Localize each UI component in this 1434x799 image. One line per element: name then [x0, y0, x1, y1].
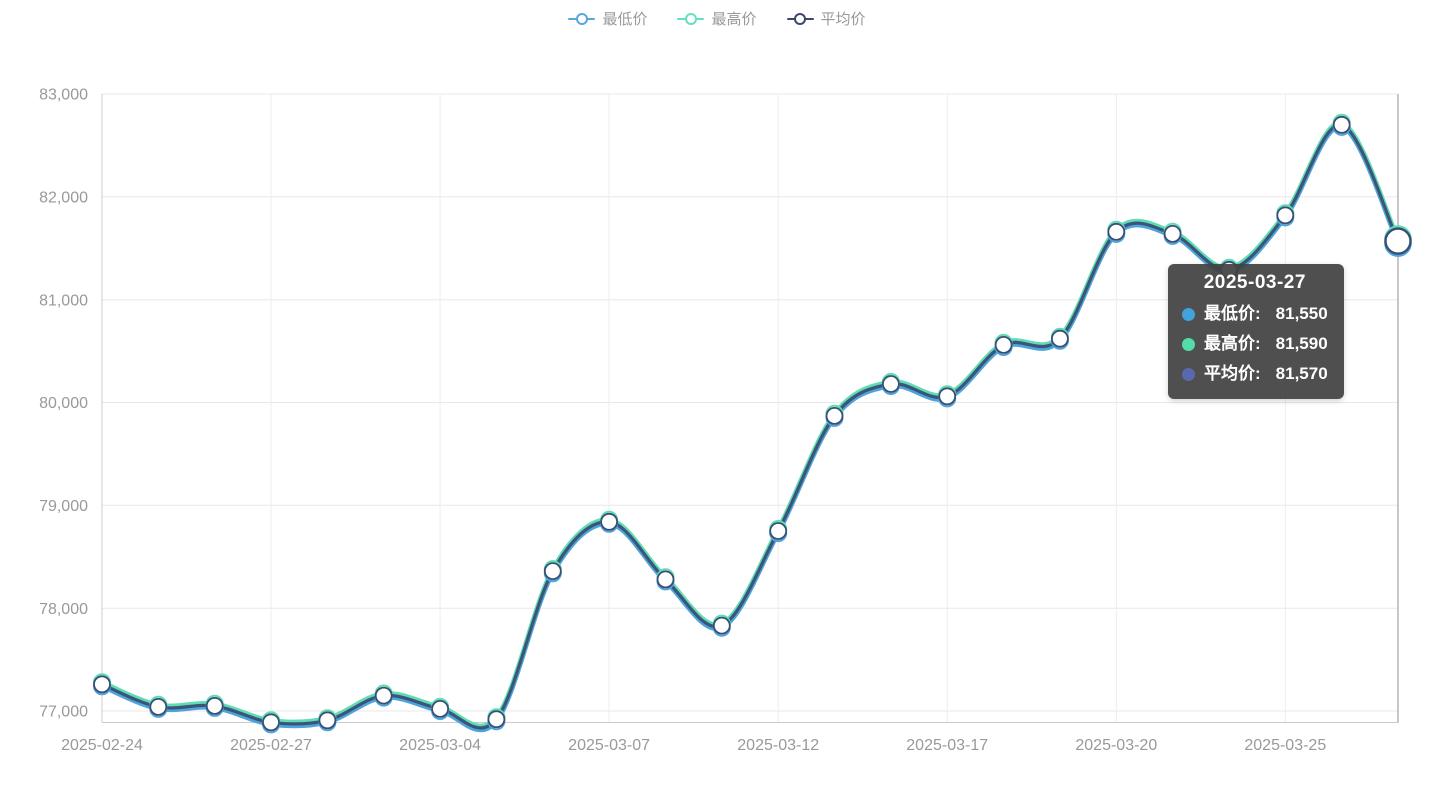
x-tick-label: 2025-03-07 — [568, 737, 650, 754]
legend-item-average-price[interactable]: 平均价 — [786, 8, 866, 29]
tooltip-series-value: 81,590 — [1275, 334, 1328, 353]
y-tick-label: 81,000 — [39, 292, 88, 309]
tooltip-row-lowest: 最低价: 81,550 — [1182, 299, 1328, 329]
data-point-marker — [431, 700, 450, 718]
data-point-marker — [1163, 224, 1182, 243]
data-point-marker — [1107, 222, 1126, 241]
tooltip-row-highest: 最高价: 81,590 — [1182, 329, 1328, 359]
tooltip-series-value: 81,550 — [1275, 304, 1328, 323]
gridlines — [101, 93, 1398, 723]
data-point-marker — [1051, 329, 1069, 348]
data-point-marker — [994, 335, 1013, 354]
data-point-marker — [374, 686, 393, 705]
data-point-marker — [825, 406, 844, 425]
series-line-2 — [100, 123, 1400, 730]
y-tick-label: 78,000 — [39, 601, 88, 618]
hovered-data-point — [1384, 227, 1412, 255]
data-point-marker — [318, 711, 337, 730]
x-axis-labels: 2025-02-24 2025-02-27 2025-03-04 2025-03-07… — [61, 737, 1326, 754]
x-tick-label: 2025-03-04 — [399, 737, 481, 754]
legend-label: 最低价 — [602, 11, 648, 28]
data-point-marker — [769, 522, 788, 540]
x-tick-label: 2025-03-12 — [737, 737, 819, 754]
axis-lines — [101, 94, 1398, 723]
data-point-marker — [262, 713, 280, 732]
legend-label: 最高价 — [711, 11, 757, 28]
x-tick-label: 2025-02-24 — [61, 737, 143, 754]
data-point-marker — [656, 570, 675, 589]
tooltip-row-average: 平均价: 81,570 — [1182, 359, 1328, 389]
data-point-marker — [600, 512, 618, 531]
tooltip-series-label: 平均价: — [1204, 364, 1261, 383]
tooltip-series-label: 最低价: — [1204, 304, 1261, 323]
tooltip-date: 2025-03-27 — [1203, 272, 1306, 293]
legend-line-icon — [677, 12, 705, 25]
x-tick-label: 2025-03-17 — [906, 737, 988, 754]
data-point-marker — [205, 697, 224, 715]
x-tick-label: 2025-02-27 — [230, 737, 312, 754]
legend-item-highest-price[interactable]: 最高价 — [677, 8, 757, 29]
legend-line-icon — [568, 12, 596, 25]
data-point-marker — [1332, 115, 1351, 134]
data-point-marker — [93, 675, 111, 694]
series-dot-icon — [1182, 337, 1195, 351]
tooltip-series-value: 81,570 — [1275, 364, 1328, 383]
y-tick-label: 77,000 — [39, 704, 88, 721]
y-axis-labels: 77,000 78,000 79,000 80,000 81,000 82,000 83,0… — [39, 87, 88, 721]
data-point-marker — [487, 710, 506, 729]
chart-legend: 最低价 最高价 平均价 — [0, 8, 1434, 29]
legend-line-icon — [786, 12, 814, 25]
x-tick-label: 2025-03-25 — [1244, 737, 1326, 754]
y-tick-label: 79,000 — [39, 498, 88, 515]
legend-label: 平均价 — [820, 11, 866, 28]
data-point-marker — [882, 375, 900, 393]
hover-tooltip: 2025-03-27 最低价: 81,550 最高价: 81,590 平均价: … — [1168, 264, 1344, 399]
series-dot-icon — [1182, 367, 1195, 381]
tooltip-series-label: 最高价: — [1204, 334, 1261, 353]
data-point-marker — [938, 387, 957, 406]
y-tick-label: 80,000 — [39, 395, 88, 412]
data-point-marker — [712, 616, 731, 635]
data-point-marker — [1276, 206, 1295, 225]
series-line-1 — [99, 120, 1401, 729]
data-point-markers — [93, 113, 1412, 734]
series-dot-icon — [1182, 307, 1195, 321]
y-tick-label: 83,000 — [39, 87, 88, 104]
y-tick-label: 82,000 — [39, 189, 88, 206]
data-point-marker — [149, 698, 168, 716]
legend-item-lowest-price[interactable]: 最低价 — [568, 8, 647, 29]
x-tick-label: 2025-03-20 — [1075, 737, 1157, 754]
data-point-marker — [543, 562, 562, 580]
series-line-0 — [99, 124, 1401, 733]
